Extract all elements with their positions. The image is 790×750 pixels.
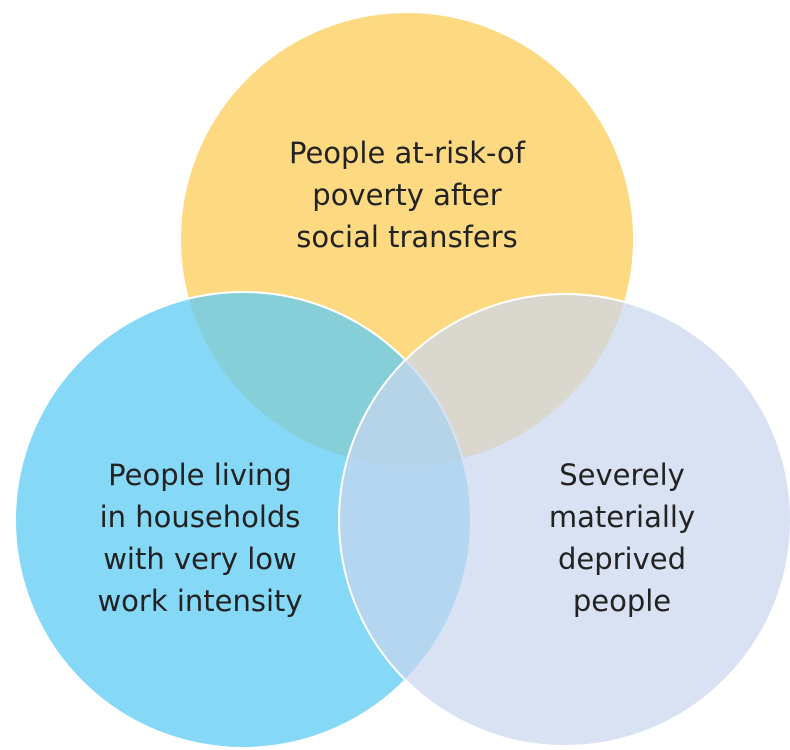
- node-label: with very low: [103, 542, 297, 576]
- node-label: Severely: [559, 458, 685, 492]
- node-label: social transfers: [296, 220, 518, 254]
- node-label: work intensity: [97, 584, 302, 618]
- node-label: People at-risk-of: [289, 136, 526, 170]
- node-label: in households: [100, 500, 301, 534]
- node-label: poverty after: [312, 178, 502, 212]
- node-label: materially: [549, 500, 695, 534]
- node-label: deprived: [558, 542, 686, 576]
- circle-deprived: [338, 293, 790, 747]
- node-label: People living: [108, 458, 292, 492]
- labels: People at-risk-of poverty after social tra…: [97, 136, 695, 618]
- node-label: people: [573, 584, 671, 618]
